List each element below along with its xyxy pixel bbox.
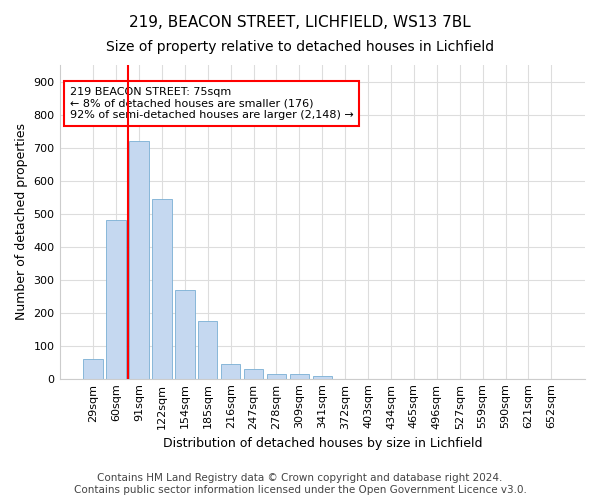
Text: 219 BEACON STREET: 75sqm
← 8% of detached houses are smaller (176)
92% of semi-d: 219 BEACON STREET: 75sqm ← 8% of detache… [70,87,354,120]
Text: Size of property relative to detached houses in Lichfield: Size of property relative to detached ho… [106,40,494,54]
Bar [129,141,149,378]
Bar [106,220,126,378]
Bar [198,321,217,378]
Bar [152,198,172,378]
Bar [267,374,286,378]
Text: Contains HM Land Registry data © Crown copyright and database right 2024.
Contai: Contains HM Land Registry data © Crown c… [74,474,526,495]
X-axis label: Distribution of detached houses by size in Lichfield: Distribution of detached houses by size … [163,437,482,450]
Bar [83,359,103,378]
Bar [244,369,263,378]
Text: 219, BEACON STREET, LICHFIELD, WS13 7BL: 219, BEACON STREET, LICHFIELD, WS13 7BL [129,15,471,30]
Bar [290,374,309,378]
Bar [221,364,241,378]
Bar [313,376,332,378]
Bar [175,290,194,378]
Y-axis label: Number of detached properties: Number of detached properties [15,124,28,320]
